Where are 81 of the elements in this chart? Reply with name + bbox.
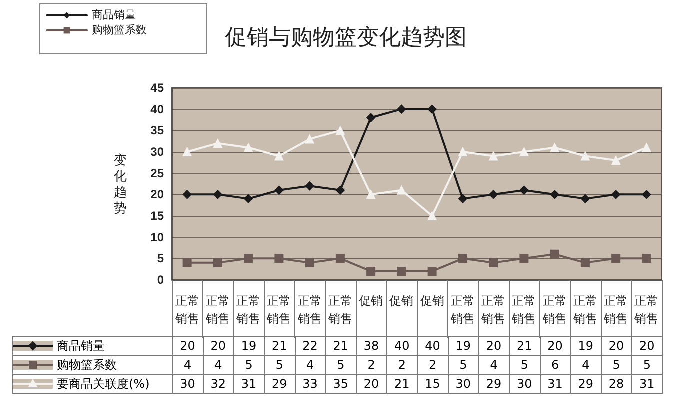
data-label: 32 [203, 374, 234, 394]
y-tick-label: 15 [150, 209, 164, 223]
data-label: 4 [172, 356, 204, 374]
data-label: 33 [295, 374, 326, 394]
data-label: 21 [509, 336, 540, 356]
x-tick-label: 正常销售 [204, 294, 230, 326]
data-label: 30 [172, 374, 204, 394]
legend-label: 商品销量 [92, 8, 136, 22]
text: 商品销量 [57, 338, 105, 352]
x-tick-label: 促销 [420, 294, 444, 308]
data-label: 5 [264, 356, 295, 374]
data-label: 20 [478, 336, 510, 356]
data-label: 31 [234, 374, 264, 394]
y-tick-label: 5 [157, 252, 164, 266]
data-label: 6 [540, 356, 571, 374]
x-tick-label: 正常销售 [174, 294, 200, 326]
y-axis-title: 变化趋势 [114, 152, 127, 216]
data-label: 5 [509, 356, 540, 374]
data-label: 28 [601, 374, 632, 394]
text: 购物篮系数 [92, 24, 147, 36]
y-tick-label: 10 [150, 230, 164, 244]
x-tick-label: 正常销售 [327, 294, 352, 326]
x-tick-label: 正常销售 [634, 294, 659, 326]
data-label: 5 [326, 356, 356, 374]
data-label: 15 [418, 374, 448, 394]
data-label: 40 [386, 336, 418, 356]
data-label: 31 [632, 374, 662, 394]
data-label: 20 [172, 336, 204, 356]
data-label: 4 [295, 356, 326, 374]
y-tick-label: 40 [150, 102, 164, 116]
data-label: 5 [601, 356, 632, 374]
data-label: 2 [386, 356, 418, 374]
data-label: 5 [448, 356, 479, 374]
y-tick-label: 35 [150, 124, 164, 138]
data-label: 20 [632, 336, 662, 356]
x-tick-label: 正常销售 [603, 294, 628, 326]
data-label: 38 [356, 336, 387, 356]
data-label: 5 [632, 356, 662, 374]
chart-title: 促销与购物篮变化趋势图 [225, 26, 467, 50]
data-label: 4 [203, 356, 234, 374]
legend-label: 购物篮系数 [57, 358, 117, 372]
data-label: 35 [326, 374, 356, 394]
x-tick-label: 正常销售 [572, 294, 598, 326]
data-label: 30 [448, 374, 479, 394]
data-label: 29 [478, 374, 510, 394]
data-label: 21 [386, 374, 418, 394]
data-label: 19 [570, 336, 602, 356]
data-label: 21 [264, 336, 295, 356]
x-tick-label: 正常销售 [542, 294, 567, 326]
data-label: 20 [356, 374, 387, 394]
x-tick-label: 正常销售 [511, 294, 536, 326]
data-label: 40 [418, 336, 448, 356]
data-label: 5 [234, 356, 264, 374]
y-tick-label: 45 [150, 81, 164, 95]
x-tick-label: 正常销售 [236, 294, 261, 326]
data-label: 2 [418, 356, 448, 374]
y-tick-label: 0 [157, 273, 164, 287]
data-label: 19 [448, 336, 479, 356]
data-label: 20 [601, 336, 632, 356]
data-label: 31 [540, 374, 571, 394]
data-label: 29 [570, 374, 602, 394]
data-label: 30 [509, 374, 540, 394]
data-label: 20 [540, 336, 571, 356]
x-tick-label: 正常销售 [266, 294, 292, 326]
x-tick-label: 正常销售 [296, 294, 322, 326]
x-tick-label: 正常销售 [480, 294, 506, 326]
data-label: 4 [570, 356, 602, 374]
data-label: 22 [295, 336, 326, 356]
data-label: 20 [203, 336, 234, 356]
x-tick-label: 促销 [359, 294, 384, 308]
y-tick-label: 25 [150, 166, 164, 180]
y-tick-label: 20 [150, 188, 164, 202]
x-tick-label: 正常销售 [450, 294, 475, 326]
data-label: 19 [234, 336, 264, 356]
data-label: 29 [264, 374, 295, 394]
data-label: 4 [478, 356, 510, 374]
data-label: 2 [356, 356, 387, 374]
y-tick-label: 30 [150, 145, 164, 159]
data-label: 21 [326, 336, 356, 356]
legend-label: 要商品关联度(%) [57, 376, 150, 390]
x-tick-label: 促销 [390, 294, 414, 308]
